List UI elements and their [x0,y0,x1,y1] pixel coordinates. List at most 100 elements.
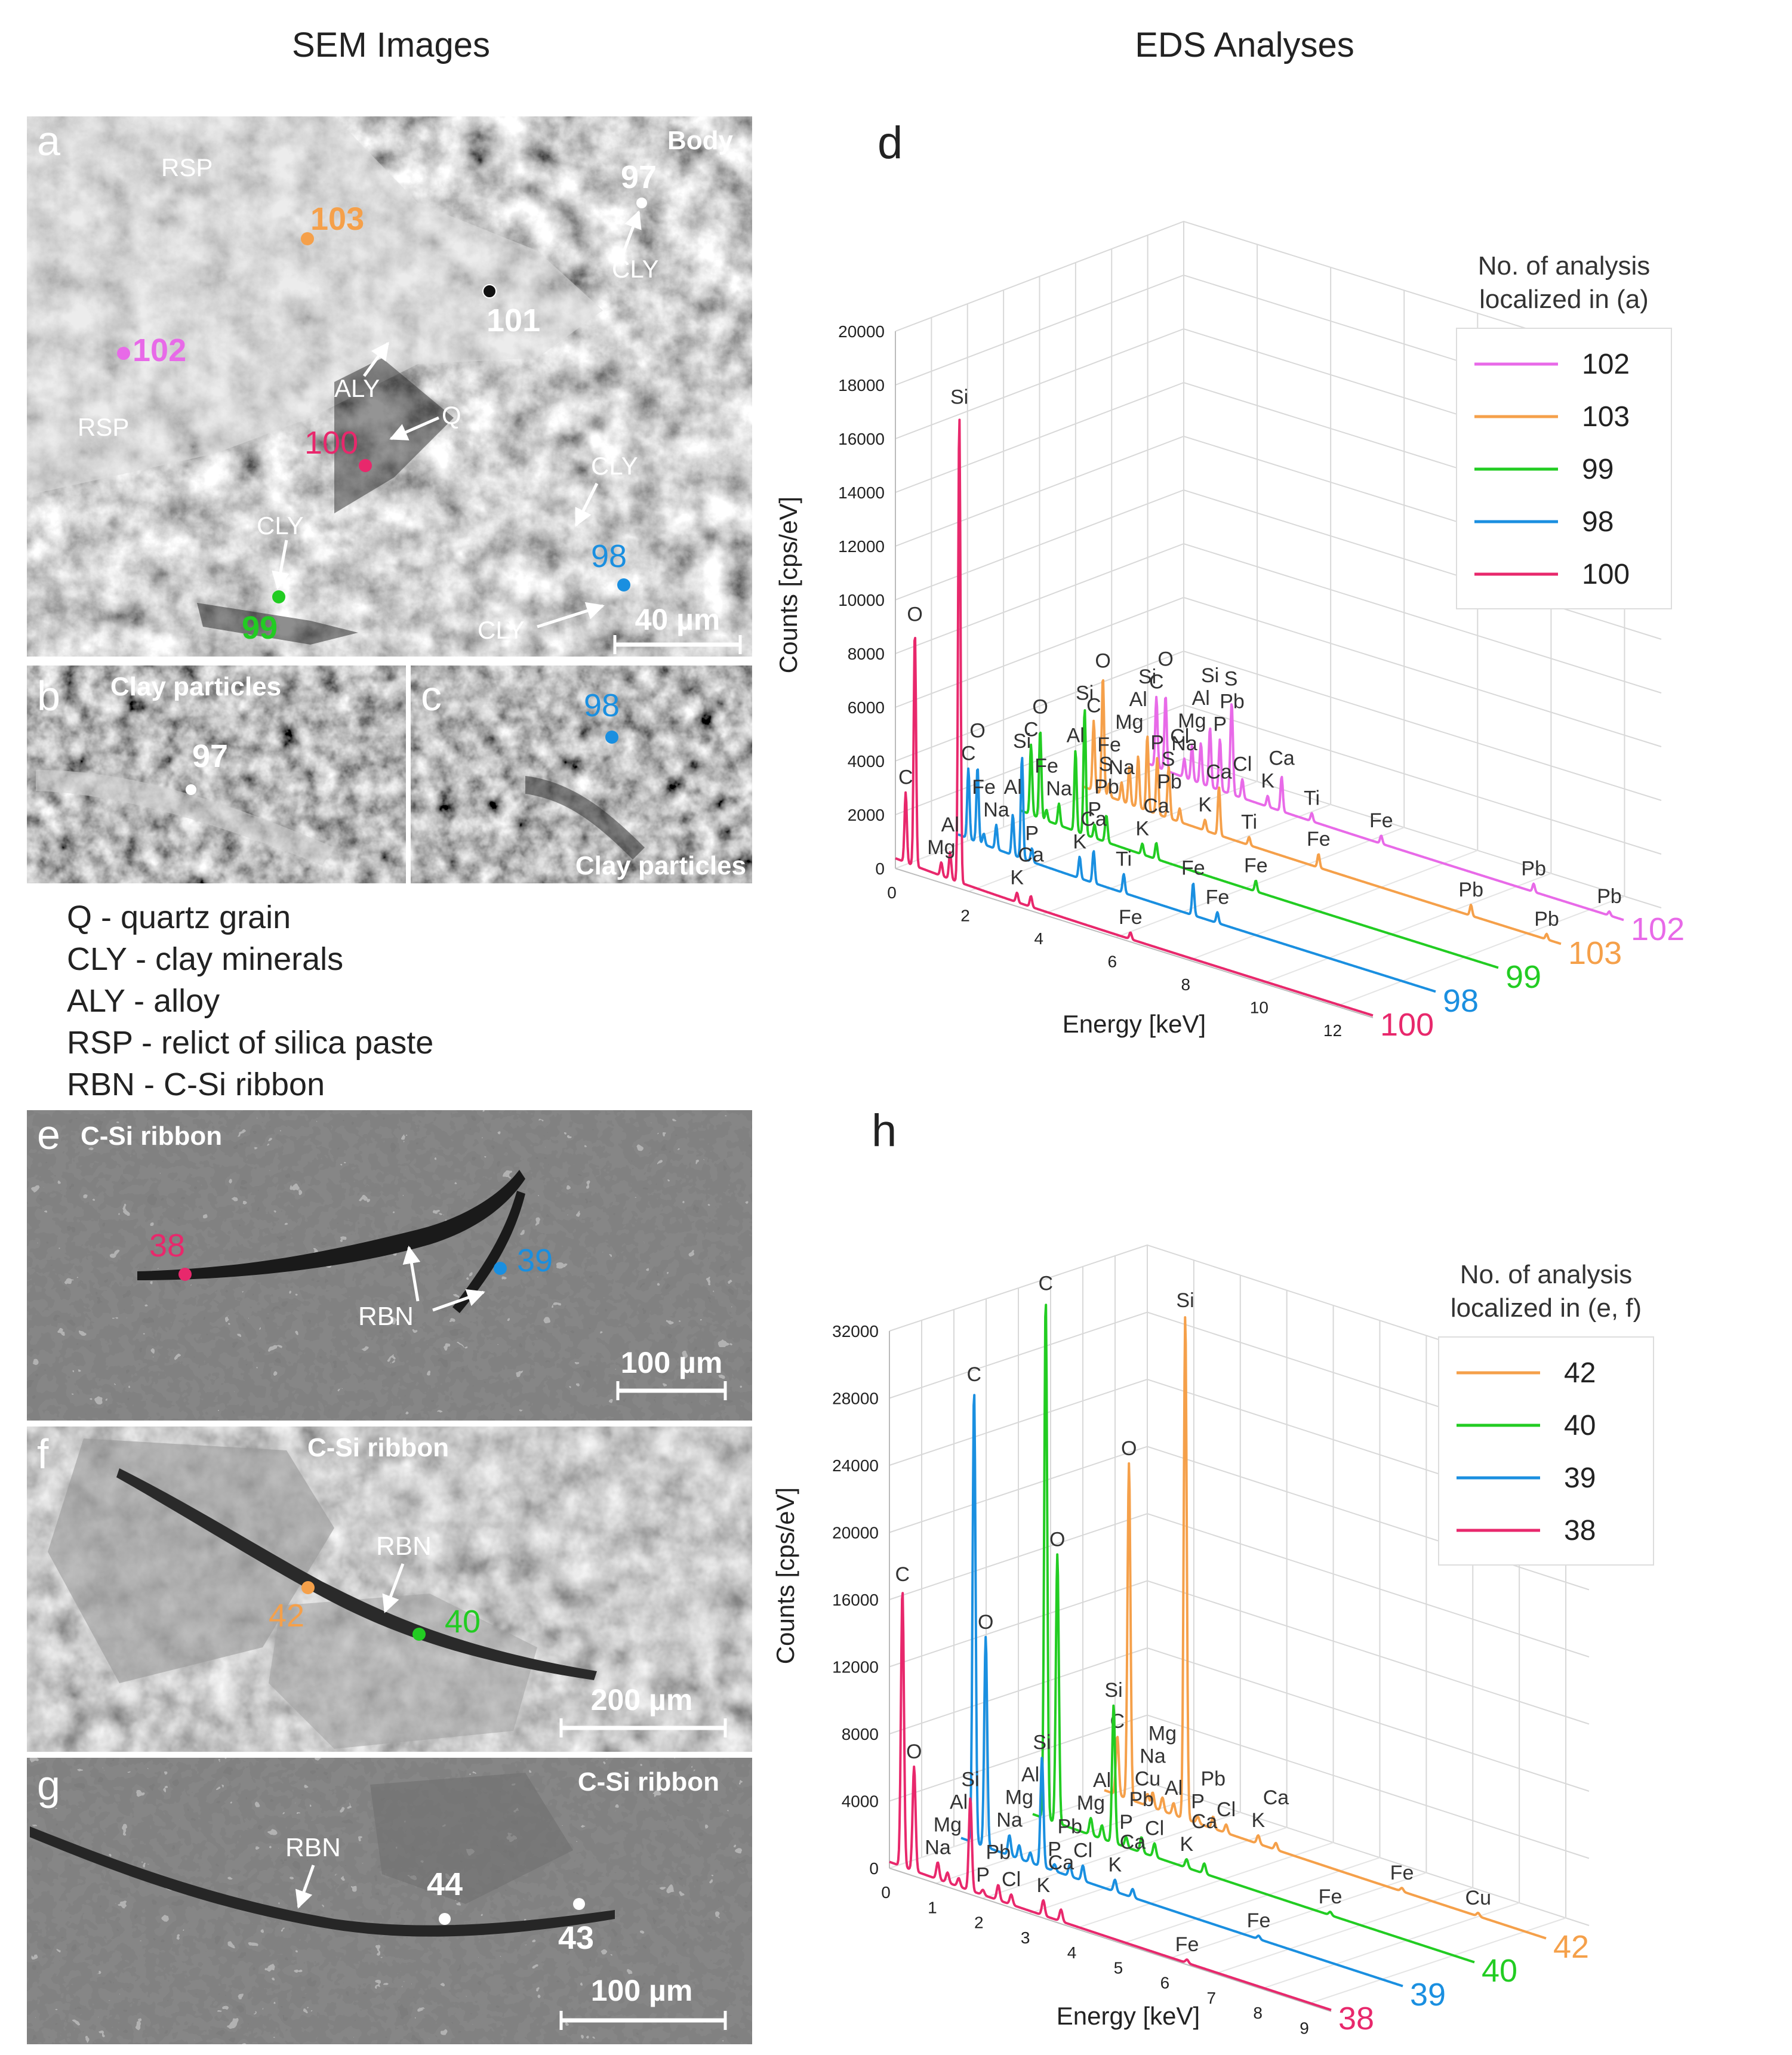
label-rbn-g: RBN [285,1833,341,1862]
point-42-label: 42 [269,1598,304,1634]
arrow-rbn-g [295,1865,315,1909]
panel-e-letter: e [37,1111,60,1158]
gridline-y [889,1647,1590,1792]
peak-label-Cl: Cl [1233,753,1252,776]
series-end-label-100: 100 [1380,1007,1434,1043]
abbrev-rsp: RSP - relict of silica paste [67,1025,433,1061]
peak-label-C: C [961,742,976,765]
point-42-marker [301,1581,315,1594]
peak-label-Fe: Fe [1244,854,1268,877]
point-98-c-label: 98 [584,688,620,723]
arrow-rbn-e-1 [402,1246,421,1302]
peak-label-Cl: Cl [1002,1868,1021,1891]
y-tick-label: 4000 [848,752,885,771]
y-tick-label: 10000 [838,591,885,609]
peak-label-Pb: Pb [1129,1788,1154,1811]
peak-label-K: K [1073,830,1086,853]
point-98-label: 98 [591,538,627,574]
y-tick-label: 2000 [848,806,885,824]
arrow-rbn-f [382,1563,405,1613]
point-101-label: 101 [487,303,540,338]
peak-label-Mg: Mg [1149,1723,1177,1745]
point-38-label: 38 [149,1228,185,1264]
point-102-marker [117,347,130,360]
panel-a-letter: a [37,118,60,164]
x-tick-label: 5 [1114,1958,1123,1977]
spectrum-line [1104,1316,1547,1940]
legend-title-line2: localized in (a) [1479,285,1649,314]
peak-label-Ca: Ca [1018,844,1044,867]
point-101-marker [482,284,497,298]
peak-label-Fe: Fe [1175,1933,1199,1956]
peak-label-K: K [1251,1809,1265,1832]
point-103-label: 103 [310,201,364,237]
point-99-label: 99 [242,610,278,646]
x-tick-label: 1 [928,1898,937,1917]
peak-label-Al: Al [1093,1769,1111,1792]
peak-label-Pb: Pb [1521,858,1546,880]
panel-b-letter: b [37,673,60,719]
label-cly-1: CLY [612,255,659,283]
scale-label-a: 40 µm [635,603,721,636]
peak-label-Si: Si [1013,730,1031,753]
peak-label-Pb: Pb [1157,771,1182,793]
peak-label-O: O [1032,696,1048,719]
sem-panel-g: g C-Si ribbon RBN 44 43 100 µm [27,1758,752,2044]
legend-entry-38: 38 [1564,1515,1596,1546]
peak-label-Cl: Cl [1170,725,1189,748]
peak-label-Mg: Mg [1178,710,1206,732]
label-cly-4: CLY [478,616,525,644]
peak-label-Si: Si [1104,1679,1122,1702]
x-tick-label: 9 [1300,2019,1309,2037]
y-tick-label: 12000 [832,1658,879,1677]
eds-chart-h: 0 4000 8000 12000 16000 20000 24000 28000 32000 0… [771,1105,1654,2037]
point-98-marker [617,578,630,591]
panel-a-title: Body [667,126,734,155]
x-axis [895,868,1374,1018]
scale-label-f: 200 µm [591,1683,693,1717]
peak-label-P: P [1025,822,1039,845]
arrow-cly-1 [619,210,642,260]
panel-g-title: C-Si ribbon [578,1767,719,1797]
y-tick-label: 28000 [832,1389,879,1408]
x-tick-label: 2 [974,1914,984,1932]
panel-letter: h [872,1105,897,1156]
peak-label-Mg: Mg [1115,711,1143,734]
peak-label-O: O [978,1611,993,1634]
gridline-floor [982,1811,1241,1899]
peak-label-Al: Al [1004,776,1022,799]
peak-label-P: P [976,1863,990,1886]
peak-label-Al: Al [1129,688,1147,711]
peak-label-K: K [1180,1833,1193,1856]
spectrum-line [1020,709,1499,969]
point-39-marker [494,1262,507,1275]
x-tick-label: 8 [1253,2004,1263,2022]
peak-label-Fe: Fe [1034,754,1058,777]
gridline-y [889,1580,1590,1725]
peak-label-Na: Na [1171,732,1197,755]
peak-label-Fe: Fe [1181,856,1205,879]
series-end-label-39: 39 [1410,1977,1446,2013]
legend-entry-99: 99 [1582,454,1614,485]
point-97-b-marker [186,784,196,795]
peak-label-Mg: Mg [1077,1792,1105,1814]
legend-entry-40: 40 [1564,1410,1596,1441]
label-rbn-e: RBN [358,1302,414,1331]
peak-label-K: K [1198,793,1212,816]
peak-label-Cl: Cl [1073,1840,1092,1862]
point-40-marker [412,1628,426,1641]
y-tick-label: 12000 [838,537,885,556]
sem-heading: SEM Images [292,26,490,64]
gridline-floor [1336,895,1625,1007]
point-99-marker [272,590,285,603]
y-tick-label: 14000 [838,483,885,502]
abbrev-rbn: RBN - C-Si ribbon [67,1067,325,1102]
peak-label-Pb: Pb [1458,879,1483,901]
gridline-floor [1307,1917,1566,2005]
scale-label-g: 100 µm [591,1974,693,2007]
peak-label-Fe: Fe [1247,1909,1271,1932]
arrow-q [389,416,440,440]
point-97-b-label: 97 [192,738,228,774]
